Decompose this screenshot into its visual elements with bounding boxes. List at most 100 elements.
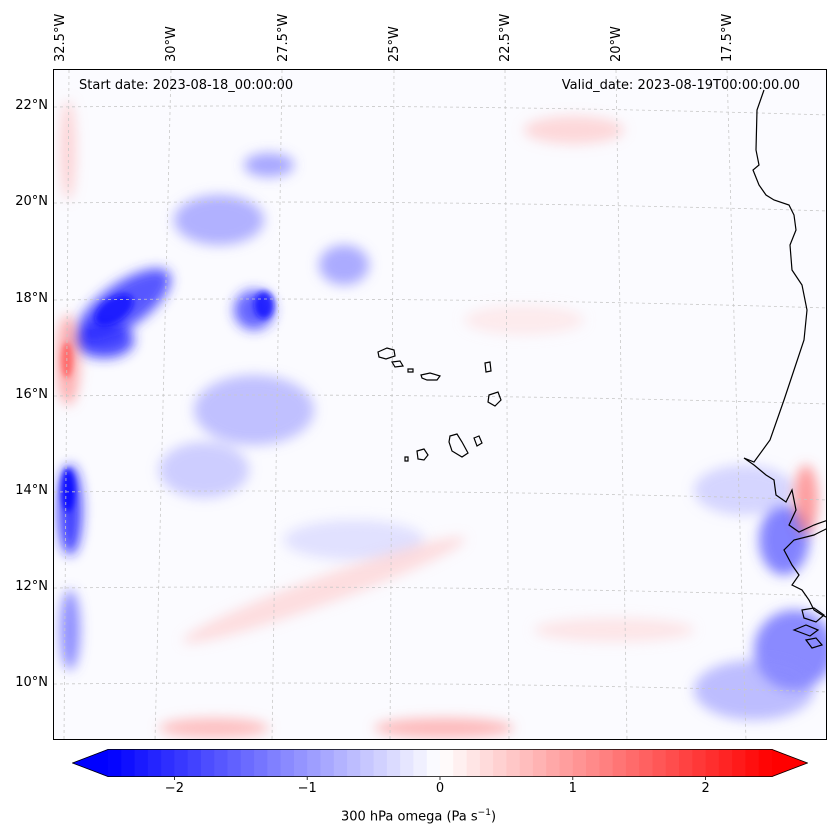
descent-region xyxy=(464,305,584,335)
gridline-lon xyxy=(154,70,172,739)
island-brava xyxy=(404,456,409,462)
lon-label-25w: 25°W xyxy=(387,26,402,62)
colorbar-cell xyxy=(745,749,760,777)
colorbar-cell xyxy=(254,749,268,777)
colorbar-cell xyxy=(692,749,707,777)
colorbar-tick-label: −2 xyxy=(164,781,184,796)
colorbar-cell xyxy=(652,749,667,777)
strong-cores xyxy=(61,291,274,512)
colorbar xyxy=(72,749,808,780)
colorbar-cell xyxy=(426,749,441,777)
colorbar-outline xyxy=(72,749,808,777)
gridline-lat xyxy=(54,201,826,212)
descent-region xyxy=(794,465,818,535)
island-boa-vista xyxy=(487,391,502,407)
colorbar-cell xyxy=(347,749,361,777)
lat-label-12n: 12°N xyxy=(15,579,48,594)
colorbar-cell xyxy=(333,749,348,777)
colorbar-cell xyxy=(147,749,162,777)
colorbar-tick-label: −1 xyxy=(297,781,317,796)
colorbar-cell xyxy=(400,749,415,777)
colorbar-cell xyxy=(639,749,654,777)
gridline-lat xyxy=(54,682,826,693)
colorbar-cell xyxy=(493,749,507,777)
colorbar-cells xyxy=(72,749,808,777)
gridline-lon xyxy=(726,70,747,739)
gridline-lon xyxy=(389,70,395,739)
map-panel xyxy=(53,69,827,740)
colorbar-cell xyxy=(599,749,614,777)
colorbar-ticks xyxy=(174,777,706,780)
coastlines xyxy=(377,89,826,649)
colorbar-tick-label: 1 xyxy=(568,781,577,796)
colorbar-cell xyxy=(293,749,308,777)
colorbar-cell xyxy=(612,749,627,777)
omega-field-map xyxy=(54,70,826,739)
colorbar-cell xyxy=(320,749,335,777)
colorbar-label-exponent: −1 xyxy=(477,808,491,818)
descent-region xyxy=(524,116,624,144)
island-fogo xyxy=(416,448,429,461)
descent-region xyxy=(159,718,269,738)
gridlines xyxy=(54,70,826,739)
colorbar-extend-min xyxy=(72,749,108,777)
ascent-region xyxy=(174,195,264,245)
gridline-lat xyxy=(54,298,826,309)
lon-label-27-5w: 27.5°W xyxy=(276,13,291,62)
colorbar-cell xyxy=(174,749,189,777)
ascent-region xyxy=(194,375,314,445)
island-santiago xyxy=(448,433,469,458)
colorbar-cell xyxy=(732,749,747,777)
ascent-region xyxy=(244,153,294,177)
colorbar-cell xyxy=(705,749,720,777)
descent-region xyxy=(60,100,76,200)
colorbar-cell xyxy=(214,749,229,777)
gridline-lon xyxy=(504,70,510,739)
colorbar-cell xyxy=(240,749,255,777)
ascent-regions xyxy=(58,153,826,720)
colorbar-cell xyxy=(108,749,122,777)
africa-coastline xyxy=(743,89,826,618)
gridline-lat xyxy=(54,586,826,597)
gridline-lon xyxy=(615,70,628,739)
colorbar-cell xyxy=(386,749,401,777)
descent-region xyxy=(374,718,514,738)
lat-label-10n: 10°N xyxy=(15,675,48,690)
gridline-lat xyxy=(54,490,826,501)
colorbar-cell xyxy=(413,749,428,777)
gridline-lat xyxy=(54,105,826,116)
descent-region xyxy=(534,618,694,642)
colorbar-cell xyxy=(479,749,494,777)
lon-label-32-5w: 32.5°W xyxy=(53,13,68,62)
lon-label-17-5w: 17.5°W xyxy=(720,13,735,62)
ascent-region xyxy=(319,245,369,285)
colorbar-cell xyxy=(665,749,680,777)
ascent-core xyxy=(94,294,134,326)
island-sao-vicente xyxy=(391,360,404,368)
colorbar-cell xyxy=(506,749,521,777)
gridline-lat xyxy=(54,394,826,405)
colorbar-label-close: ) xyxy=(490,809,497,825)
colorbar-cell xyxy=(307,749,322,777)
colorbar-cell xyxy=(360,749,375,777)
island-santa-luzia xyxy=(407,368,414,373)
colorbar-cell xyxy=(267,749,282,777)
ascent-region xyxy=(759,505,809,575)
colorbar-cell xyxy=(559,749,574,777)
ascent-core xyxy=(61,468,75,512)
descent-regions xyxy=(56,100,818,738)
island-maio xyxy=(473,435,483,447)
ascent-region xyxy=(159,442,249,498)
island-sao-nicolau xyxy=(420,372,441,381)
colorbar-cell xyxy=(373,749,388,777)
colorbar-cell xyxy=(572,749,587,777)
lon-label-22-5w: 22.5°W xyxy=(498,13,513,62)
gridline-lon xyxy=(271,70,283,739)
omega-field xyxy=(56,100,826,738)
colorbar-cell xyxy=(586,749,600,777)
colorbar-cell xyxy=(227,749,242,777)
colorbar-cell xyxy=(161,749,175,777)
lat-label-22n: 22°N xyxy=(15,98,48,113)
colorbar-cell xyxy=(625,749,640,777)
island-sal xyxy=(484,361,492,373)
